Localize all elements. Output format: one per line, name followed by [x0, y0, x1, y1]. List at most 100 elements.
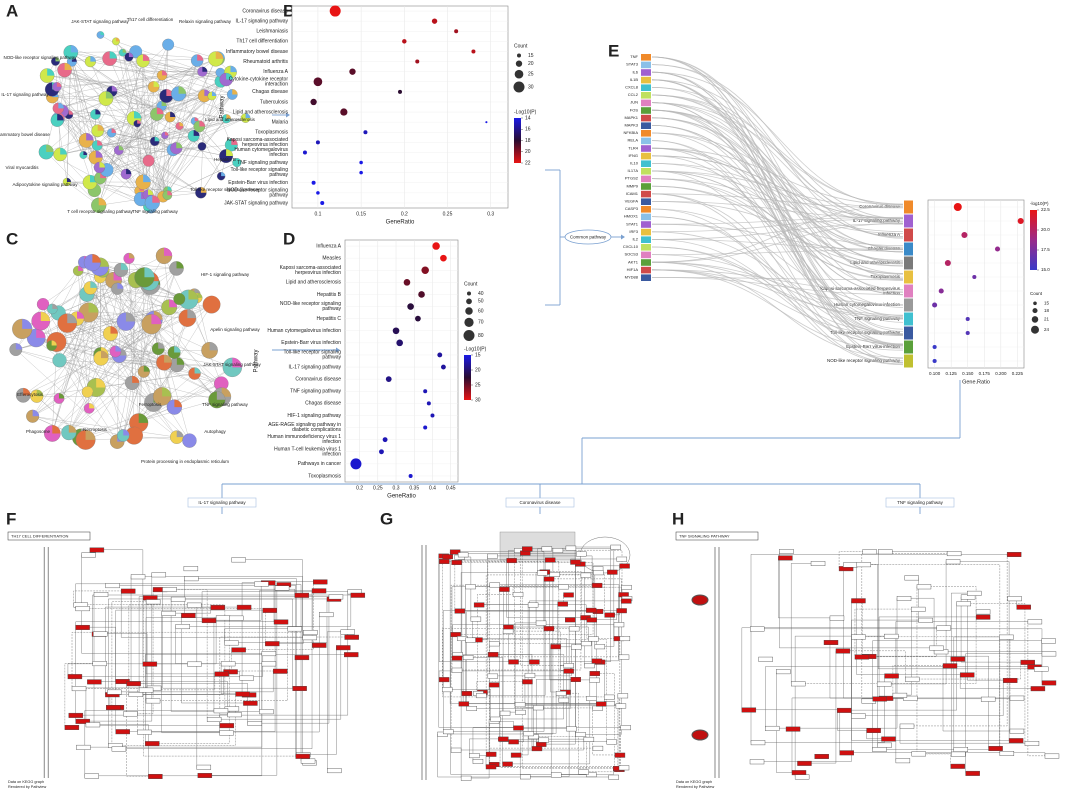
color-tick-label: 20 — [525, 149, 531, 155]
network-edge — [154, 135, 194, 142]
network-node-slice — [115, 37, 120, 42]
size-key-label: 30 — [528, 84, 534, 90]
category-label: HIF-1 signaling pathway — [287, 413, 341, 419]
dot — [430, 413, 435, 418]
category-label: Chagas disease — [868, 246, 901, 251]
category-label: Influenza A — [316, 243, 341, 249]
map-node — [543, 576, 555, 582]
common-pathway-label: Common pathway — [570, 235, 607, 240]
map-node — [162, 587, 177, 592]
network-node-slice — [97, 124, 104, 131]
map-node — [614, 752, 626, 758]
x-tick-label: 0.3 — [487, 211, 494, 217]
map-edge — [96, 549, 144, 664]
network-edge — [150, 58, 216, 209]
size-key-label: 24 — [1044, 327, 1050, 332]
dot — [418, 291, 425, 298]
map-node — [508, 739, 519, 745]
sankey-link — [651, 170, 904, 362]
map-edge — [912, 662, 1021, 680]
map-edge — [204, 584, 278, 776]
map-node — [461, 691, 473, 696]
network-node-slice — [43, 298, 49, 305]
map-node — [878, 549, 893, 555]
map-node — [520, 774, 531, 780]
map-node — [1027, 619, 1043, 625]
map-edge — [201, 591, 355, 621]
category-label: Influenza A — [878, 232, 900, 237]
network-node-slice — [100, 350, 109, 359]
map-node — [835, 648, 851, 654]
size-key-label: 40 — [478, 291, 484, 297]
map-edge — [473, 679, 571, 709]
network-node-slice — [162, 387, 172, 397]
category-label: JAK-STAT signaling pathway — [224, 200, 288, 206]
map-edge — [861, 627, 937, 657]
map-node — [1034, 666, 1049, 672]
network-node-slice — [128, 253, 135, 259]
gene-bar — [641, 92, 651, 99]
sankey-link — [651, 117, 904, 291]
category-bar — [904, 214, 913, 228]
map-node — [224, 640, 239, 646]
size-key — [517, 53, 521, 58]
map-node — [896, 596, 912, 601]
map-node — [64, 725, 80, 730]
dot — [315, 140, 320, 145]
map-node — [615, 703, 627, 709]
gene-label: MAPK1 — [624, 115, 638, 120]
map-node — [975, 614, 991, 620]
map-node — [620, 725, 631, 731]
category-bar — [904, 242, 913, 256]
map-node — [563, 592, 574, 598]
network-edge — [100, 277, 102, 355]
dot — [382, 437, 388, 443]
network-node-slice — [148, 155, 155, 161]
map-edge — [75, 583, 262, 609]
size-key-label: 15 — [1044, 300, 1050, 305]
map-node — [450, 747, 462, 753]
map-edge — [458, 574, 582, 671]
map-edge — [515, 547, 611, 662]
size-key-label: 21 — [1044, 317, 1050, 322]
network-node-slice — [144, 267, 155, 278]
category-label: Toll-like receptor signaling pathway — [283, 350, 341, 361]
map-edge — [776, 671, 799, 773]
map-edge — [911, 577, 919, 621]
map-node — [550, 644, 561, 650]
network-node-slice — [245, 113, 251, 119]
map-edge — [895, 621, 1035, 761]
map-node — [469, 753, 480, 759]
map-node — [911, 751, 926, 757]
map-edge — [556, 573, 605, 615]
map-node — [336, 645, 351, 651]
size-key-label: 60 — [478, 308, 484, 314]
network-node-slice — [215, 51, 224, 59]
map-node — [186, 602, 202, 608]
network-edge — [70, 52, 221, 82]
network-node-slice — [97, 140, 103, 146]
network-node-slice — [88, 302, 99, 313]
sankey-link — [651, 155, 904, 219]
map-edge — [118, 590, 313, 749]
map-node — [1041, 638, 1056, 644]
y-axis-title: Pathway — [254, 349, 260, 372]
size-key-label: 50 — [478, 299, 484, 305]
dot — [485, 121, 488, 124]
map-node — [81, 552, 96, 558]
map-node — [589, 671, 600, 677]
map-edge — [175, 626, 269, 664]
network-node-slice — [90, 56, 96, 62]
dot — [972, 274, 977, 280]
map-node — [551, 772, 562, 778]
gene-label: JUN — [630, 100, 638, 105]
map-node — [438, 559, 450, 564]
gene-label: IL1B — [630, 77, 639, 82]
map-edge — [838, 551, 870, 569]
map-edge — [138, 596, 336, 690]
dot — [340, 108, 348, 116]
dot — [407, 303, 414, 310]
network-edge — [56, 341, 177, 438]
dot — [423, 389, 428, 394]
map-node — [161, 610, 176, 616]
